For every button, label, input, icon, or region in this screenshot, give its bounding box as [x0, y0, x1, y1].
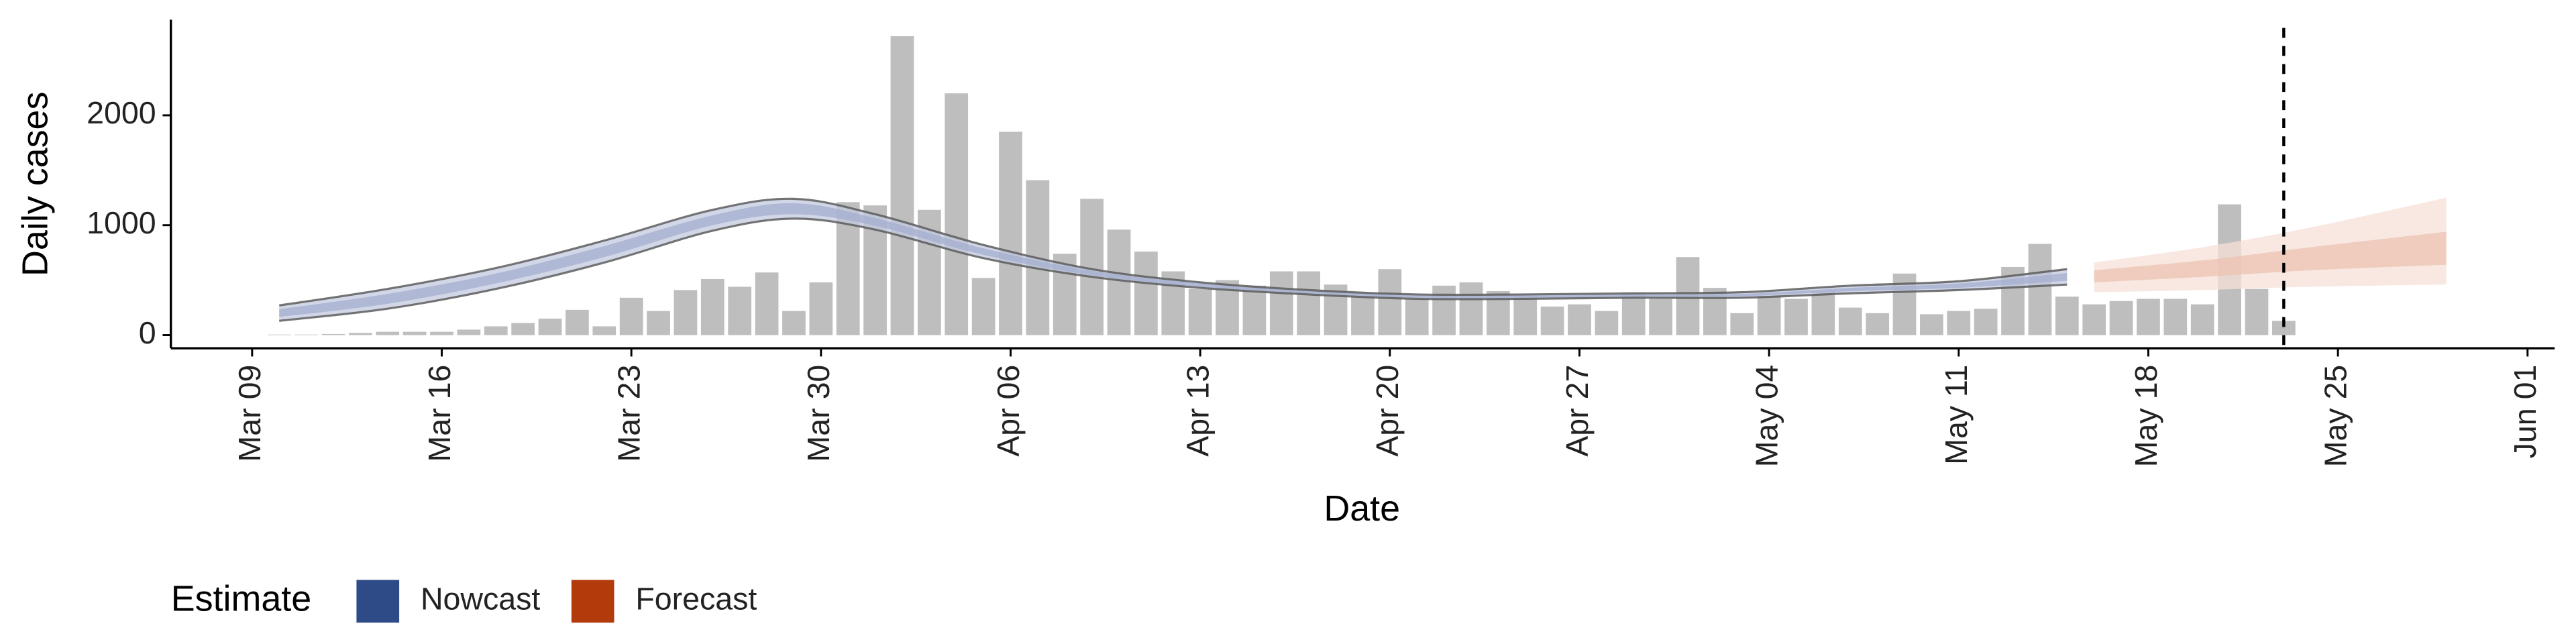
x-tick-label: May 18	[2129, 365, 2163, 468]
bar	[1784, 299, 1808, 335]
bar	[1947, 311, 1971, 335]
estimate-band	[2094, 231, 2447, 282]
bar	[1188, 288, 1212, 335]
bar	[2109, 301, 2133, 335]
legend-label: Forecast	[635, 582, 757, 616]
x-tick-label: Mar 09	[232, 365, 267, 462]
bar	[1269, 271, 1293, 335]
bar	[2163, 299, 2188, 335]
bar	[1242, 285, 1267, 335]
bar	[2271, 321, 2296, 335]
bar	[2082, 304, 2106, 335]
bar	[971, 278, 996, 335]
x-tick-label: Apr 20	[1370, 365, 1405, 457]
bar	[376, 331, 400, 335]
x-tick-label: Mar 30	[801, 365, 836, 462]
bar	[2137, 299, 2160, 335]
x-tick-label: May 25	[2318, 365, 2353, 468]
bar	[700, 278, 724, 335]
bar	[1405, 299, 1429, 335]
bar	[1459, 282, 1483, 335]
bar	[430, 331, 453, 335]
bar	[782, 311, 806, 335]
bar	[511, 323, 535, 335]
bar	[592, 326, 616, 335]
x-tick-label: Apr 13	[1180, 365, 1215, 457]
bar	[2028, 244, 2052, 335]
bar	[1540, 306, 1564, 335]
x-tick-label: Apr 06	[991, 365, 1026, 457]
x-tick-label: May 04	[1749, 365, 1784, 468]
legend-label: Nowcast	[421, 582, 540, 616]
bar	[1297, 271, 1321, 335]
y-tick-label: 2000	[87, 95, 156, 130]
bar	[1838, 307, 1862, 335]
bar	[2055, 297, 2079, 335]
estimate-outline	[279, 217, 2068, 322]
legend-swatch	[571, 580, 614, 623]
bar	[1920, 314, 1943, 335]
bar	[1432, 285, 1456, 335]
bar	[1595, 311, 1619, 335]
bar	[1513, 295, 1538, 335]
bar	[484, 326, 508, 335]
bar	[1351, 295, 1375, 335]
bar	[945, 93, 969, 335]
bar	[321, 333, 345, 335]
bar	[619, 297, 643, 335]
bar	[674, 290, 698, 335]
bar	[1730, 313, 1754, 335]
y-tick-label: 1000	[87, 205, 156, 240]
bar	[402, 331, 427, 335]
bar	[2190, 304, 2214, 335]
bar	[755, 272, 779, 335]
x-tick-label: Apr 27	[1560, 365, 1595, 457]
bar	[1974, 309, 1998, 335]
legend-swatch	[356, 580, 400, 623]
bar	[728, 286, 752, 335]
bar	[1378, 269, 1402, 335]
estimate-outline	[278, 197, 2068, 307]
x-tick-label: Jun 01	[2508, 365, 2542, 459]
legend-title: Estimate	[171, 579, 312, 619]
bar	[999, 131, 1022, 335]
bar	[809, 282, 833, 335]
bar	[566, 309, 589, 335]
bar	[1811, 291, 1835, 335]
bar	[348, 333, 372, 335]
bar	[1134, 252, 1158, 335]
bar	[1757, 295, 1781, 335]
bar	[1568, 304, 1591, 335]
bar	[647, 311, 670, 335]
x-tick-label: Mar 16	[422, 365, 457, 462]
bar	[2245, 288, 2269, 335]
bar	[1107, 229, 1131, 335]
x-tick-label: May 11	[1939, 365, 1974, 465]
bar	[1866, 313, 1890, 335]
bar	[890, 36, 914, 335]
bar	[1649, 299, 1672, 335]
bar	[1621, 293, 1646, 335]
y-tick-label: 0	[139, 315, 156, 350]
bar	[538, 318, 562, 335]
bar	[457, 329, 481, 335]
x-axis-title: Date	[1324, 488, 1400, 529]
y-axis-title: Daily cases	[15, 92, 56, 276]
x-tick-label: Mar 23	[611, 365, 646, 462]
